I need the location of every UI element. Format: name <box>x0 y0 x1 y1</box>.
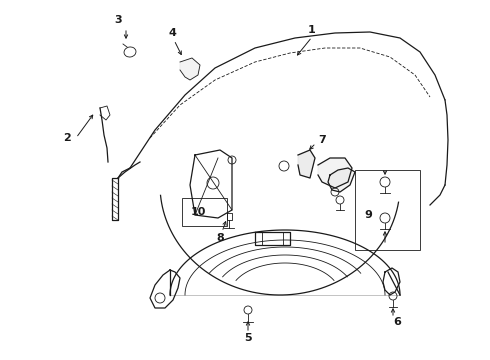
Text: 7: 7 <box>318 135 326 145</box>
Text: 3: 3 <box>114 15 122 25</box>
Polygon shape <box>298 150 315 178</box>
Polygon shape <box>180 58 200 80</box>
Text: 9: 9 <box>364 210 372 220</box>
Polygon shape <box>318 158 352 188</box>
Text: 5: 5 <box>244 333 252 343</box>
Text: 6: 6 <box>393 317 401 327</box>
Text: 2: 2 <box>63 133 71 143</box>
Text: 4: 4 <box>168 28 176 38</box>
Bar <box>182 198 227 226</box>
Text: 8: 8 <box>216 233 224 243</box>
Text: 1: 1 <box>308 25 316 35</box>
Text: 10: 10 <box>190 207 206 217</box>
Bar <box>355 170 420 250</box>
Polygon shape <box>328 168 355 192</box>
